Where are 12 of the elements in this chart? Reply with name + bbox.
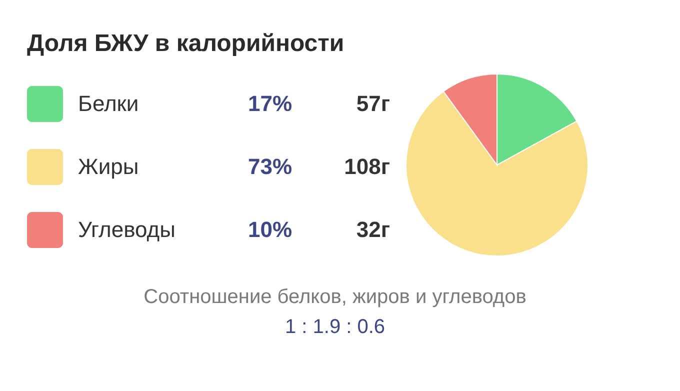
text: 108г (344, 154, 390, 179)
text: Соотношение белков, жиров и углеводов (144, 286, 526, 308)
legend-label: Белки (78, 91, 139, 116)
legend-label: Углеводы (78, 217, 176, 242)
text: 32г (356, 217, 390, 242)
text: 57г (356, 91, 390, 116)
text: 1 : 1.9 : 0.6 (284, 316, 386, 338)
data-label: 17% (248, 91, 292, 116)
chart-title: Доля БЖУ в калорийности (27, 30, 344, 57)
legend-label: Жиры (78, 154, 139, 179)
data-label: 73% (248, 154, 292, 179)
data-label: 10% (248, 217, 292, 242)
